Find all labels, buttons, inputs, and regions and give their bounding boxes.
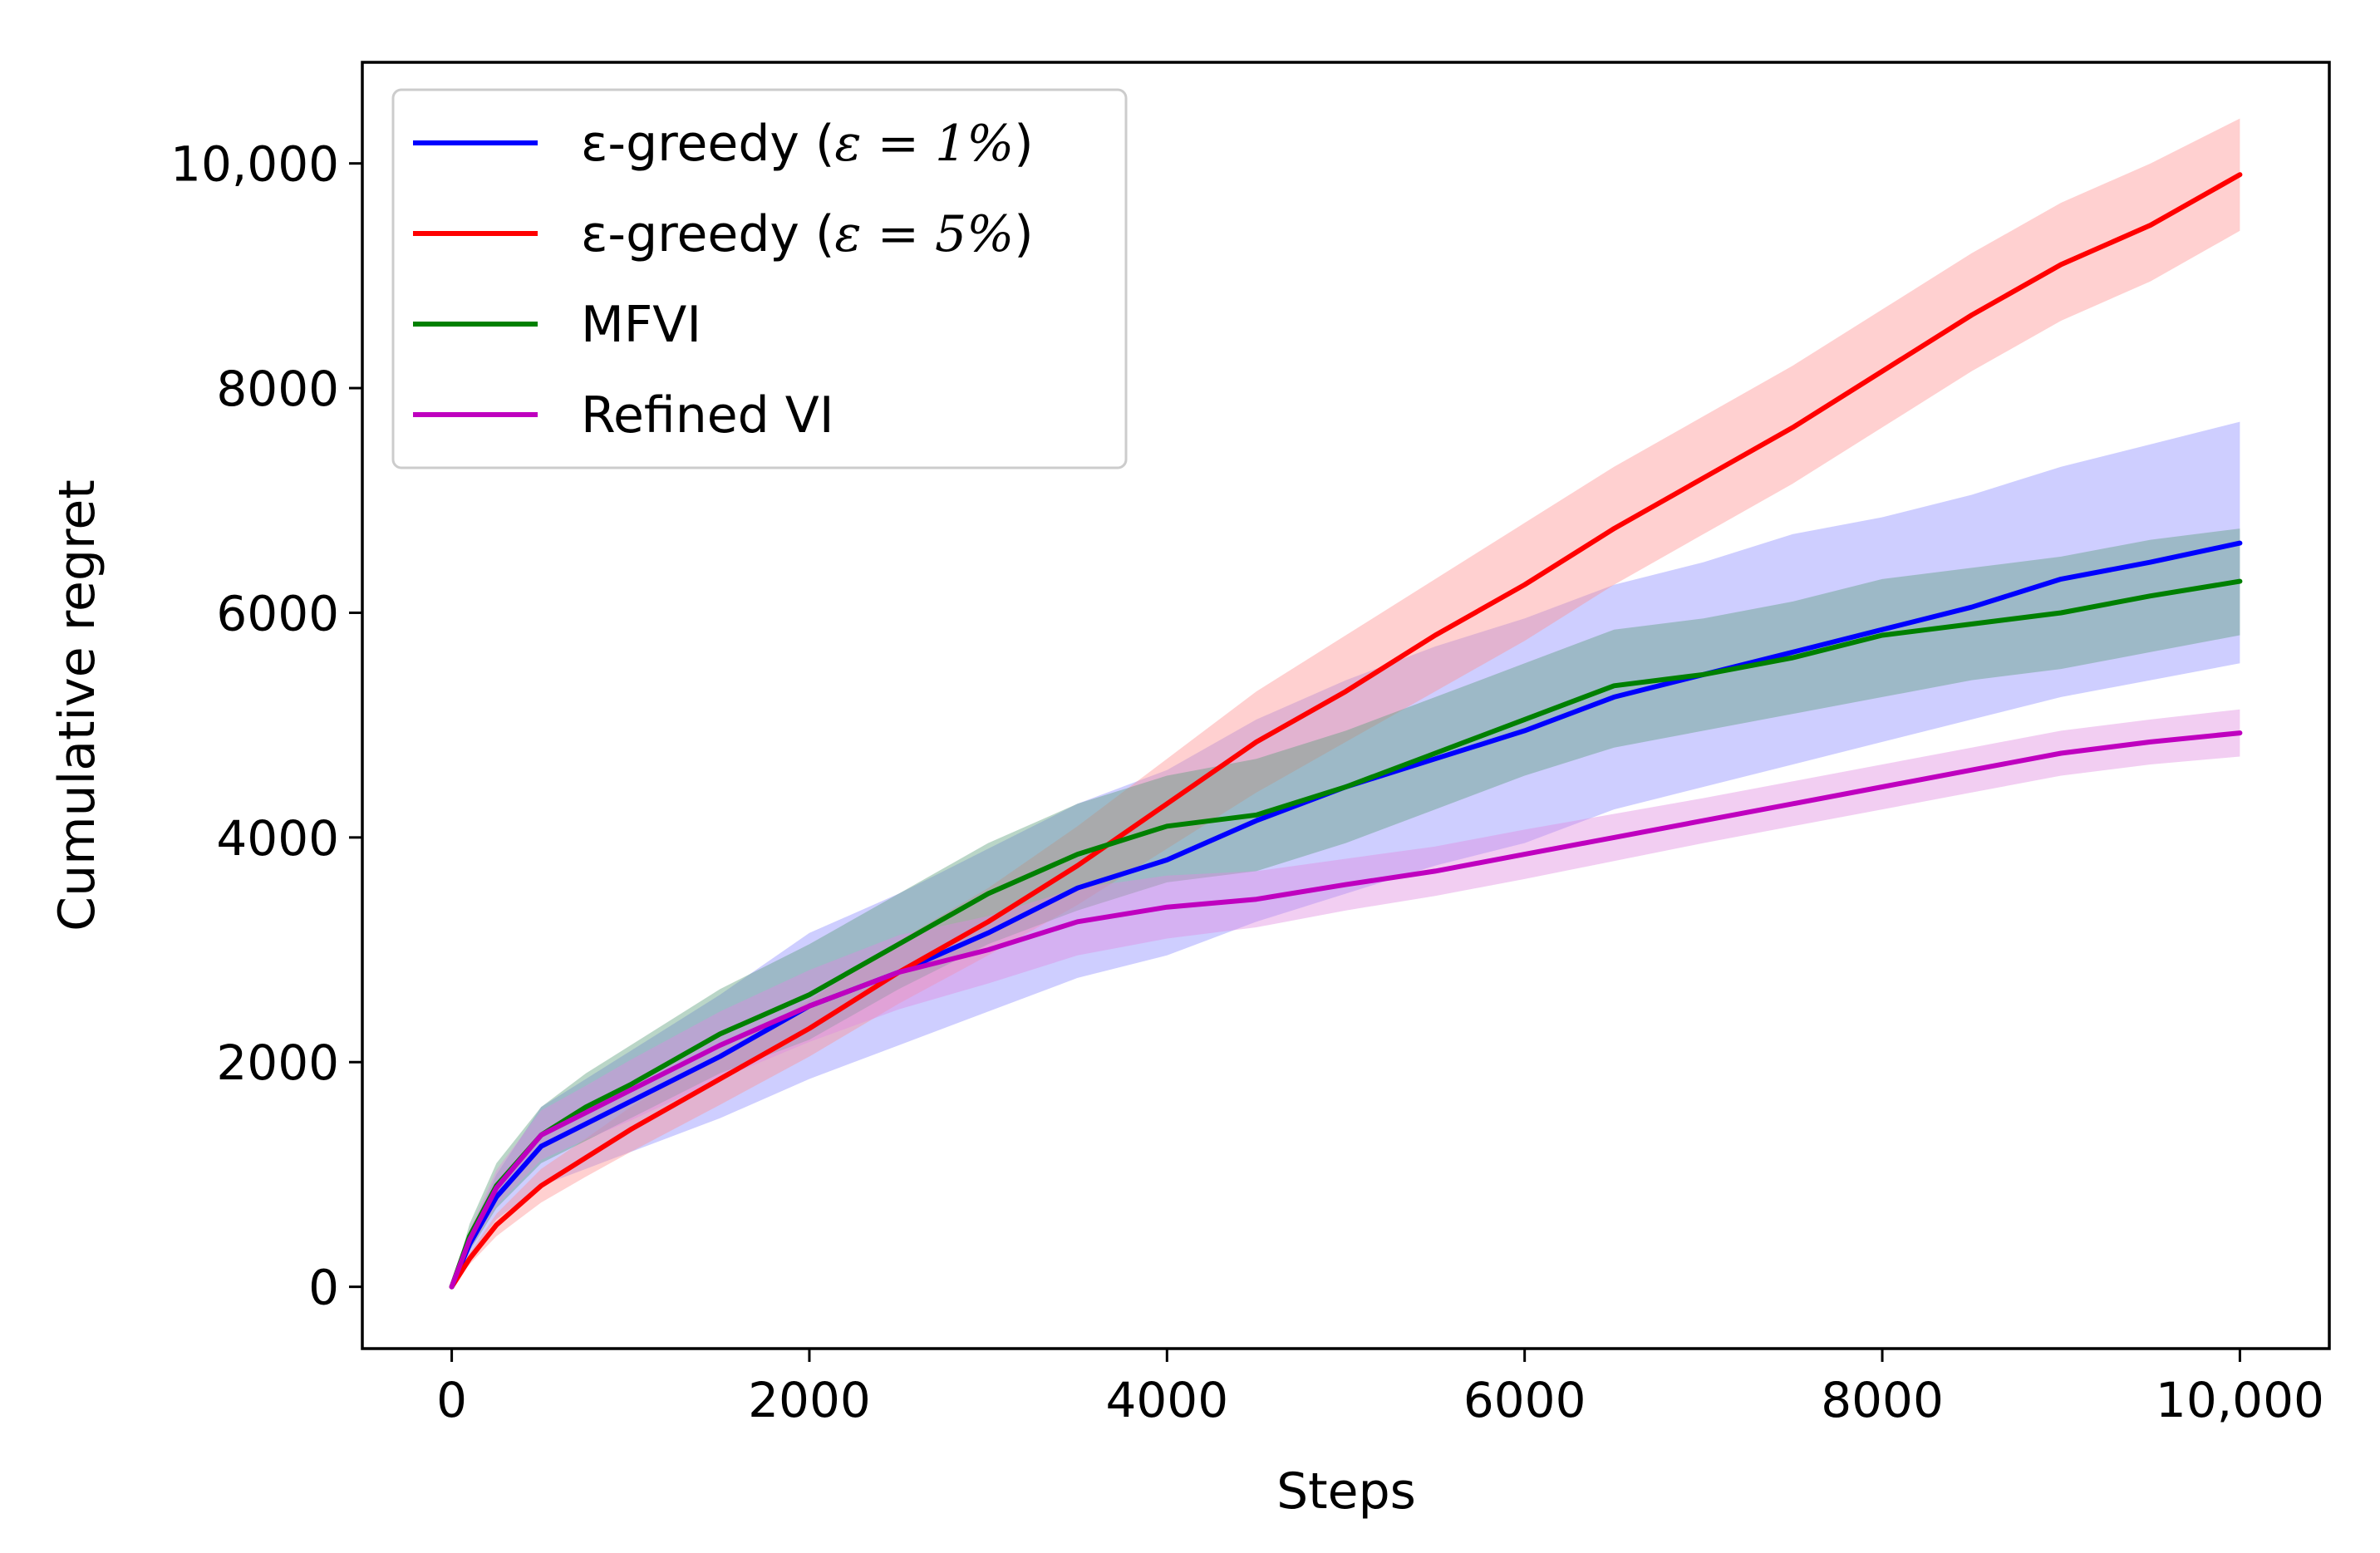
line-series-1 [449,540,2243,1290]
legend-label-math: ε = 1% [834,115,1014,173]
series-lines [449,172,2243,1290]
band-series-1 [451,421,2240,1287]
x-axis-label: Steps [1276,1462,1416,1521]
y-tick-label: 6000 [216,585,339,641]
band-series-2 [451,118,2240,1287]
line-series-2 [449,172,2243,1290]
legend-label-series-1: ε-greedy (ε = 1%) [581,115,1034,173]
y-axis-label: Cumulative regret [48,479,106,931]
x-tick-label: 0 [436,1372,467,1428]
legend-label-text: ε-greedy ( [581,205,834,263]
legend-label-text: MFVI [581,296,701,354]
y-tick-label: 0 [308,1260,339,1316]
legend-label-text: ) [1014,205,1033,263]
y-tick-label: 10,000 [170,136,339,193]
y-tick-label: 8000 [216,361,339,417]
y-tick-label: 4000 [216,810,339,867]
legend-label-text: ) [1014,115,1033,173]
legend-label-text: ε-greedy ( [581,115,834,173]
x-tick-label: 10,000 [2156,1372,2324,1428]
line-series-4 [449,730,2243,1290]
x-tick-label: 8000 [1821,1372,1944,1428]
band-series-3 [451,528,2240,1287]
x-tick-label: 6000 [1463,1372,1586,1428]
legend-label-series-4: Refined VI [581,386,834,445]
plot-area-frame [361,61,2331,1350]
y-tick-label: 2000 [216,1035,339,1091]
confidence-bands [451,118,2240,1287]
x-tick-label: 4000 [1106,1372,1229,1428]
legend-label-math: ε = 5% [834,205,1014,263]
x-tick-label: 2000 [748,1372,871,1428]
legend-label-series-2: ε-greedy (ε = 5%) [581,205,1034,263]
band-series-4 [451,709,2240,1287]
legend-box [391,88,1128,469]
legend-label-text: Refined VI [581,386,834,445]
line-series-3 [449,578,2243,1290]
axis-ticks: 0 2000 4000 6000 8000 10,000 0 2000 4000 6000 8000… [170,136,2324,1428]
legend: ε-greedy (ε = 1%)ε-greedy (ε = 5%)MFVIRe… [391,88,1128,469]
legend-label-series-3: MFVI [581,296,701,354]
